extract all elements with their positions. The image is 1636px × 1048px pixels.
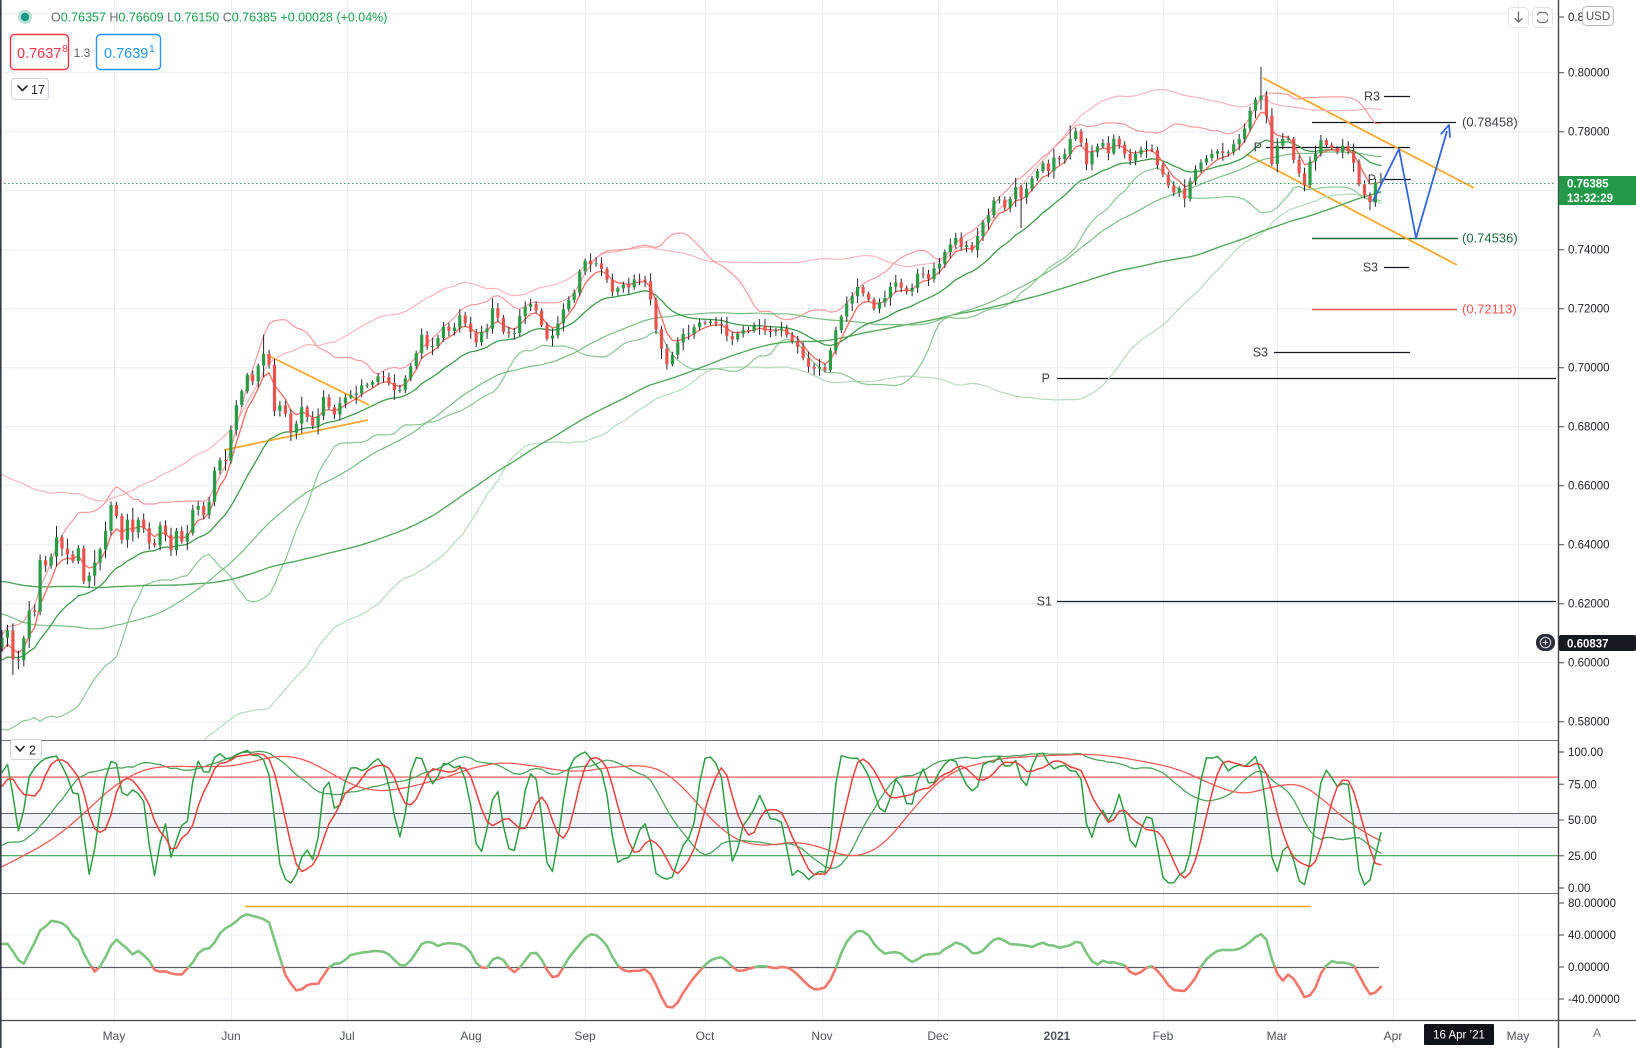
- svg-text:0.80000: 0.80000: [1568, 68, 1610, 80]
- svg-text:(0.78458): (0.78458): [1462, 115, 1518, 130]
- svg-text:50.00: 50.00: [1568, 815, 1597, 827]
- svg-text:0.72000: 0.72000: [1568, 304, 1610, 316]
- svg-text:(0.72113): (0.72113): [1462, 302, 1517, 317]
- svg-text:0.60000: 0.60000: [1568, 658, 1610, 670]
- svg-text:0.7637: 0.7637: [17, 46, 61, 62]
- svg-text:A: A: [1593, 1026, 1601, 1040]
- svg-text:0.68000: 0.68000: [1568, 422, 1610, 434]
- svg-text:8: 8: [62, 43, 68, 55]
- svg-text:25.00: 25.00: [1568, 851, 1597, 863]
- svg-text:0.70000: 0.70000: [1568, 363, 1610, 375]
- svg-text:1: 1: [149, 43, 155, 55]
- svg-text:0.00000: 0.00000: [1568, 962, 1610, 974]
- svg-text:P: P: [1042, 372, 1050, 386]
- svg-text:(0.74536): (0.74536): [1462, 231, 1518, 246]
- svg-text:0.8: 0.8: [1568, 12, 1584, 24]
- svg-text:S3: S3: [1363, 261, 1378, 275]
- svg-text:Oct: Oct: [696, 1029, 715, 1043]
- svg-text:-40.00000: -40.00000: [1568, 994, 1620, 1006]
- svg-text:75.00: 75.00: [1568, 779, 1597, 791]
- svg-text:Dec: Dec: [927, 1029, 948, 1043]
- svg-text:O0.76357 H0.76609 L0.76150 C0.: O0.76357 H0.76609 L0.76150 C0.76385 +0.0…: [51, 11, 387, 25]
- svg-text:0.58000: 0.58000: [1568, 717, 1610, 729]
- svg-text:Jul: Jul: [339, 1029, 354, 1043]
- svg-text:Feb: Feb: [1153, 1029, 1174, 1043]
- svg-text:80.00000: 80.00000: [1568, 898, 1616, 910]
- svg-text:0.76385: 0.76385: [1567, 179, 1609, 191]
- svg-text:17: 17: [31, 83, 45, 97]
- svg-text:P: P: [1254, 141, 1262, 155]
- svg-text:USD: USD: [1586, 11, 1610, 23]
- svg-text:0.66000: 0.66000: [1568, 481, 1610, 493]
- svg-text:2021: 2021: [1044, 1029, 1071, 1043]
- svg-text:Jun: Jun: [221, 1029, 240, 1043]
- svg-text:0.78000: 0.78000: [1568, 127, 1610, 139]
- svg-text:S1: S1: [1037, 595, 1052, 609]
- svg-text:100.00: 100.00: [1568, 747, 1603, 759]
- svg-text:May: May: [1507, 1029, 1530, 1043]
- svg-text:2: 2: [29, 744, 36, 758]
- svg-text:Sep: Sep: [574, 1029, 596, 1043]
- svg-text:Apr: Apr: [1384, 1029, 1403, 1043]
- svg-text:1.3: 1.3: [74, 46, 91, 60]
- svg-text:0.64000: 0.64000: [1568, 540, 1610, 552]
- svg-text:P: P: [1368, 173, 1376, 187]
- svg-text:0.7639: 0.7639: [104, 46, 148, 62]
- svg-text:0.74000: 0.74000: [1568, 245, 1610, 257]
- svg-text:0.62000: 0.62000: [1568, 599, 1610, 611]
- svg-text:0.60837: 0.60837: [1567, 639, 1609, 651]
- svg-text:Aug: Aug: [460, 1029, 481, 1043]
- svg-text:R3: R3: [1364, 90, 1380, 104]
- svg-text:May: May: [103, 1029, 126, 1043]
- svg-text:S3: S3: [1253, 346, 1268, 360]
- svg-text:0.00: 0.00: [1568, 883, 1590, 895]
- svg-text:13:32:29: 13:32:29: [1567, 193, 1613, 205]
- svg-text:Mar: Mar: [1267, 1029, 1288, 1043]
- svg-text:40.00000: 40.00000: [1568, 930, 1616, 942]
- svg-text:Nov: Nov: [811, 1029, 832, 1043]
- svg-text:16 Apr ’21: 16 Apr ’21: [1433, 1030, 1485, 1042]
